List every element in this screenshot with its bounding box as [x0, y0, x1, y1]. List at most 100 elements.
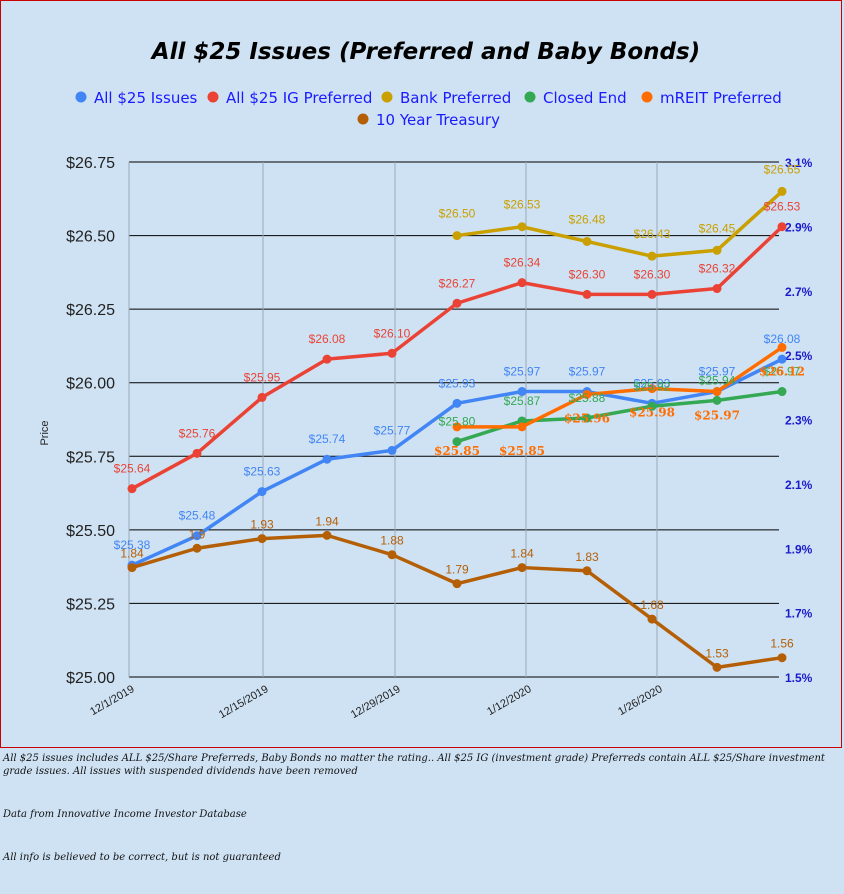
- data-label: 1.84: [120, 547, 144, 561]
- data-point: [647, 614, 657, 624]
- y2-tick-label: 2.7%: [785, 285, 813, 299]
- data-label: $25.38: [114, 538, 151, 552]
- data-label: $26.30: [634, 267, 671, 281]
- data-point: [387, 550, 397, 560]
- data-point: [517, 278, 527, 288]
- data-point: [647, 401, 657, 411]
- legend-label-0: All $25 Issues: [94, 89, 198, 107]
- data-label: $26.27: [439, 276, 476, 290]
- data-point: [322, 530, 332, 540]
- data-label: $25.85: [499, 444, 545, 458]
- data-point: [257, 392, 267, 402]
- data-point: [257, 534, 267, 544]
- x-tick-label: 1/26/2020: [616, 683, 664, 718]
- y-tick-label: $25.00: [66, 670, 115, 687]
- data-point: [452, 422, 462, 432]
- x-tick-label: 12/29/2019: [349, 683, 403, 721]
- data-label: $26.45: [699, 221, 736, 235]
- chart-area: $25.00 $25.25 $25.50 $25.75 $26.00 $26.25 $26.…: [39, 39, 813, 721]
- x-tick-label: 12/15/2019: [217, 683, 271, 721]
- data-point: [192, 531, 202, 541]
- data-point: [452, 437, 462, 447]
- data-point: [582, 236, 592, 246]
- data-point: [192, 543, 202, 553]
- data-label: 1.79: [445, 563, 469, 577]
- chart-title: All $25 Issues (Preferred and Baby Bonds…: [150, 39, 700, 65]
- y-tick-label: $26.25: [66, 302, 115, 319]
- data-point: [322, 454, 332, 464]
- y-tick-label: $26.75: [66, 155, 115, 172]
- data-point: [452, 398, 462, 408]
- y2-tick-label: 2.9%: [785, 220, 813, 234]
- data-point: [517, 387, 527, 397]
- data-label: $25.97: [764, 365, 801, 379]
- y2-tick-label: 1.7%: [785, 607, 813, 621]
- data-label: $25.96: [564, 411, 610, 425]
- data-label: $25.88: [569, 391, 606, 405]
- data-point: [777, 354, 787, 364]
- data-label: $25.85: [434, 444, 480, 458]
- series-line-3: [456, 389, 783, 444]
- legend-marker-2: [381, 91, 393, 103]
- data-label: $25.97: [504, 365, 541, 379]
- data-label: $25.48: [179, 509, 216, 523]
- data-label: $25.76: [179, 426, 216, 440]
- data-point: [582, 389, 592, 399]
- series-line-4: [457, 345, 783, 429]
- legend-marker-5: [357, 113, 369, 125]
- data-label: $25.95: [244, 370, 281, 384]
- note-definitions: All $25 issues includes ALL $25/Share Pr…: [3, 753, 825, 777]
- data-label: 1.93: [250, 518, 274, 532]
- note-disclaimer: All info is believed to be correct, but …: [3, 852, 281, 863]
- legend-label-1: All $25 IG Preferred: [226, 89, 372, 107]
- data-point: [517, 222, 527, 232]
- data-point: [127, 563, 137, 573]
- y2-tick-label: 2.1%: [785, 478, 813, 492]
- data-point: [517, 563, 527, 573]
- legend-marker-3: [524, 91, 536, 103]
- data-point: [127, 484, 137, 494]
- data-label: $25.93: [634, 376, 671, 390]
- y-axis-title: Price: [39, 420, 51, 445]
- data-label: $26.65: [764, 162, 801, 176]
- data-label: $26.48: [569, 212, 606, 226]
- data-point: [257, 487, 267, 497]
- data-label: $26.08: [309, 332, 346, 346]
- legend-label-5: 10 Year Treasury: [376, 111, 500, 129]
- data-point: [387, 348, 397, 358]
- y-tick-label: $25.50: [66, 523, 115, 540]
- data-point: [777, 653, 787, 663]
- data-point: [712, 387, 722, 397]
- y2-tick-label: 1.5%: [785, 671, 813, 685]
- legend-label-4: mREIT Preferred: [660, 89, 782, 107]
- data-label: 1.56: [770, 637, 794, 651]
- data-label: $26.08: [764, 332, 801, 346]
- footnotes: All $25 issues includes ALL $25/Share Pr…: [3, 752, 839, 864]
- data-point: [647, 251, 657, 261]
- y-tick-label: $25.25: [66, 596, 115, 613]
- legend-marker-1: [207, 91, 219, 103]
- data-label: $25.97: [569, 365, 606, 379]
- x-tick-label: 12/1/2019: [88, 683, 136, 718]
- data-label: 1.9: [189, 527, 206, 541]
- data-point: [777, 222, 787, 232]
- data-label: $25.63: [244, 465, 281, 479]
- data-label: $25.93: [439, 376, 476, 390]
- series-line-5: [131, 533, 783, 670]
- data-point: [452, 231, 462, 241]
- data-label: 1.83: [575, 550, 599, 564]
- data-point: [452, 298, 462, 308]
- legend-label-2: Bank Preferred: [400, 89, 511, 107]
- data-point: [192, 448, 202, 458]
- data-label: $26.12: [759, 364, 805, 378]
- data-label: 1.84: [510, 547, 534, 561]
- data-label: $26.10: [374, 326, 411, 340]
- data-point: [582, 413, 592, 423]
- data-point: [647, 289, 657, 299]
- data-label: $25.74: [309, 432, 346, 446]
- data-point: [647, 384, 657, 394]
- data-label: $26.53: [504, 198, 541, 212]
- data-label: $25.98: [629, 406, 675, 420]
- data-point: [582, 289, 592, 299]
- y-tick-label: $26.50: [66, 229, 115, 246]
